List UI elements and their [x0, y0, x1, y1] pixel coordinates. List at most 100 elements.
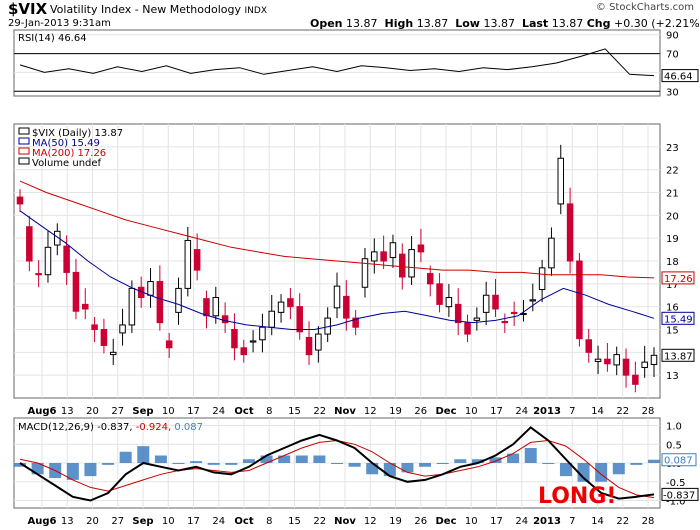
macd-histogram-bar	[172, 463, 185, 464]
price-last-value-box	[661, 348, 695, 362]
macd-histogram-bar	[331, 463, 343, 464]
candle-body	[482, 294, 490, 313]
candle-body	[492, 294, 499, 310]
candle-body	[212, 297, 220, 317]
candle-body	[361, 258, 369, 288]
candle-body	[249, 340, 257, 343]
ma200-last-value: 17.26	[664, 274, 693, 285]
candle-body	[389, 242, 397, 259]
x-tick-label: Oct	[234, 516, 253, 527]
macd-histogram-bar	[524, 448, 537, 463]
x-tick-label: 10	[162, 516, 175, 527]
macd-line	[19, 426, 655, 502]
y-tick-label: 16	[666, 303, 679, 314]
x-tick-label: 17	[490, 406, 503, 417]
candle-body	[109, 351, 117, 356]
chg-value: +0.30 (+2.21%)	[613, 17, 700, 30]
x-tick-label: 22	[313, 406, 326, 417]
x-tick-label: 12	[364, 516, 377, 527]
candle-body	[156, 281, 164, 324]
candle-body	[165, 340, 173, 349]
legend-swatch	[18, 137, 30, 145]
candle-body	[594, 358, 602, 362]
candle-body	[538, 267, 546, 291]
macd-histogram-bar	[137, 446, 150, 463]
macd-histogram-bar	[348, 463, 361, 467]
x-tick-label: 17	[490, 516, 503, 527]
x-tick-label: 28	[642, 406, 655, 417]
candle-body	[632, 374, 639, 385]
y-tick-label: 18	[666, 257, 679, 268]
candle-body	[408, 249, 415, 278]
candle-body	[277, 301, 285, 313]
high-label: High	[384, 17, 414, 30]
macd-histogram-bar	[577, 463, 590, 482]
candle-body	[240, 347, 248, 356]
candle-body	[231, 329, 238, 349]
x-tick-label: 14	[591, 406, 604, 417]
candle-body	[380, 251, 387, 262]
x-tick-label: 2013	[533, 516, 561, 527]
candle-body	[259, 326, 266, 341]
legend-swatch	[18, 147, 30, 155]
macd-histogram-bar	[66, 463, 79, 480]
x-tick-label: 22	[616, 516, 629, 527]
candle-body	[221, 315, 229, 324]
candle-body	[501, 321, 509, 324]
x-tick-label: 19	[389, 406, 402, 417]
ma200-line	[19, 180, 655, 279]
candle-body	[622, 358, 630, 376]
macd-hist-last-box	[661, 453, 697, 467]
quote-bar: Open 13.87 High 13.87 Low 13.87 Last 13.…	[310, 17, 700, 30]
x-tick-label: Aug6	[28, 406, 57, 417]
candle-body	[557, 157, 565, 205]
x-tick-label: 24	[212, 406, 225, 417]
candle-body	[119, 324, 126, 334]
x-tick-label: 12	[364, 406, 377, 417]
macd-hist-last-value: 0.087	[664, 456, 693, 467]
candle-body	[371, 251, 378, 262]
candle-body	[287, 298, 294, 308]
macd-histogram-bar	[471, 459, 484, 463]
y-tick-label: 30	[666, 87, 679, 98]
macd-histogram-bar	[454, 459, 467, 463]
candle-body	[445, 297, 453, 308]
x-tick-label: 13	[61, 406, 74, 417]
x-tick-label: 17	[187, 516, 200, 527]
price-legend-item: Volume undef	[32, 158, 102, 169]
x-tick-label: Nov	[334, 516, 356, 527]
macd-legend: MACD(12,26,9) -0.837, -0.924, 0.087	[18, 422, 203, 433]
macd-histogram-bar	[436, 463, 449, 464]
macd-histogram-bar	[260, 455, 273, 463]
signal-legend-value: -0.924,	[136, 422, 175, 433]
rsi-last-box	[661, 69, 699, 83]
source-credit: © StockCharts.com	[595, 2, 694, 13]
x-tick-label: 26	[414, 406, 427, 417]
x-tick-label: 15	[288, 406, 301, 417]
candle-body	[184, 239, 192, 289]
macd-histogram-bar	[419, 463, 432, 467]
macd-histogram-bar	[207, 463, 220, 465]
candle-body	[296, 306, 303, 333]
candle-body	[548, 237, 555, 269]
candle-body	[417, 244, 425, 253]
macd-legend-value: -0.837,	[97, 422, 136, 433]
y-tick-label: -0.5	[666, 478, 686, 489]
candle-body	[305, 336, 313, 356]
x-tick-label: 26	[414, 516, 427, 527]
x-tick-label: 8	[266, 516, 272, 527]
candle-body	[604, 358, 611, 365]
y-tick-label: 21	[666, 189, 679, 200]
y-tick-label: 17	[666, 280, 679, 291]
index-name: Volatility Index - New Methodology INDX	[50, 3, 267, 16]
candle-body	[203, 298, 210, 317]
x-tick-label: Aug6	[28, 516, 57, 527]
low-value: 13.87	[483, 17, 515, 30]
x-tick-label: 20	[86, 406, 99, 417]
price-legend-item: MA(50) 15.49	[32, 138, 100, 149]
x-tick-label: 10	[465, 406, 478, 417]
macd-histogram-bar	[542, 463, 555, 464]
candle-body	[343, 295, 350, 319]
rsi-legend: RSI(14) 46.64	[18, 33, 87, 44]
macd-histogram-bar	[612, 463, 625, 475]
